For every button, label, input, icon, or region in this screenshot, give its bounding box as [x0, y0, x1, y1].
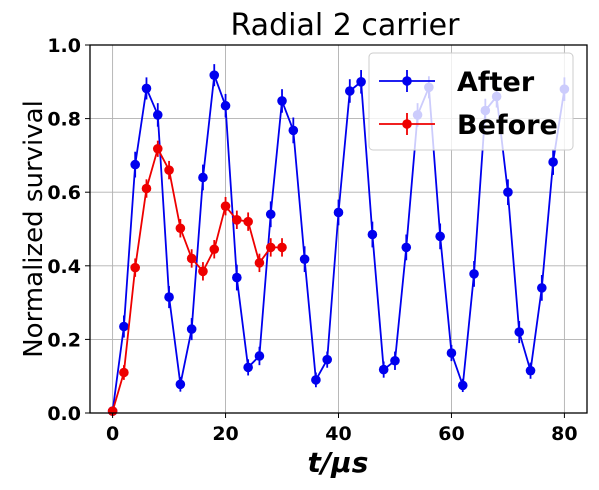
data-point — [548, 157, 558, 167]
data-point — [141, 183, 152, 194]
data-point — [288, 125, 299, 136]
data-point — [232, 215, 242, 225]
x-tick-label: 60 — [438, 423, 464, 445]
data-point — [525, 365, 536, 376]
data-point — [164, 292, 174, 302]
data-point — [164, 165, 174, 175]
data-point — [243, 216, 253, 227]
data-point — [378, 364, 389, 375]
legend-label: After — [457, 67, 535, 98]
data-point — [469, 269, 479, 279]
chart-title: Radial 2 carrier — [231, 8, 461, 43]
y-tick-label: 0.8 — [47, 109, 81, 131]
legend-label: Before — [457, 110, 558, 141]
axis-ticks: 0 20 40 60 80 0.0 0.2 0.4 0.6 0.8 1.0 — [47, 35, 577, 445]
data-point — [141, 83, 152, 94]
legend: After Before — [368, 52, 574, 151]
data-point — [390, 355, 400, 366]
data-point — [220, 100, 231, 111]
data-point — [152, 110, 163, 120]
data-point — [265, 209, 276, 220]
data-point — [514, 327, 525, 337]
data-point — [277, 242, 287, 253]
legend-box — [368, 52, 574, 151]
data-point — [457, 380, 468, 391]
data-point — [537, 283, 547, 293]
x-tick-label: 0 — [106, 423, 119, 445]
data-point — [367, 229, 378, 240]
data-point — [401, 242, 412, 253]
y-tick-label: 0.2 — [47, 329, 81, 351]
data-point — [175, 223, 186, 234]
series-line-before — [111, 146, 282, 412]
y-axis-label: Normalized survival — [19, 100, 49, 358]
data-point — [175, 379, 186, 390]
data-point — [311, 375, 321, 385]
data-point — [119, 321, 129, 332]
data-point — [130, 159, 140, 170]
data-point — [209, 244, 220, 255]
x-tick-label: 20 — [212, 423, 238, 445]
data-point — [446, 348, 457, 358]
data-point — [322, 354, 333, 365]
data-point — [503, 187, 513, 197]
data-point — [152, 143, 163, 154]
data-point — [119, 367, 129, 378]
legend-item-before: Before — [379, 110, 558, 141]
data-point — [243, 362, 253, 373]
data-point — [356, 77, 366, 87]
data-point — [209, 70, 220, 80]
data-point — [186, 324, 197, 334]
data-point — [198, 172, 208, 183]
data-point — [333, 207, 344, 218]
data-point — [299, 254, 310, 264]
data-point — [254, 351, 265, 361]
y-tick-label: 0.0 — [47, 403, 81, 425]
y-tick-label: 0.6 — [47, 182, 81, 204]
data-point — [220, 201, 231, 211]
data-point — [232, 272, 242, 283]
data-point — [344, 86, 355, 96]
data-point — [435, 231, 445, 242]
x-tick-label: 40 — [325, 423, 351, 445]
legend-item-after: After — [379, 67, 535, 98]
data-point — [130, 262, 140, 273]
data-point — [254, 258, 265, 268]
legend-marker — [402, 119, 412, 129]
x-tick-label: 80 — [551, 423, 577, 445]
legend-marker — [402, 76, 412, 86]
y-tick-label: 0.4 — [47, 256, 81, 278]
data-point — [277, 96, 287, 106]
y-tick-label: 1.0 — [47, 35, 81, 57]
plot-frame — [89, 44, 588, 414]
series-before — [107, 140, 287, 416]
data-point — [265, 242, 276, 253]
data-point — [198, 266, 208, 277]
data-point — [186, 253, 197, 264]
x-axis-label: t/μs — [308, 446, 369, 479]
